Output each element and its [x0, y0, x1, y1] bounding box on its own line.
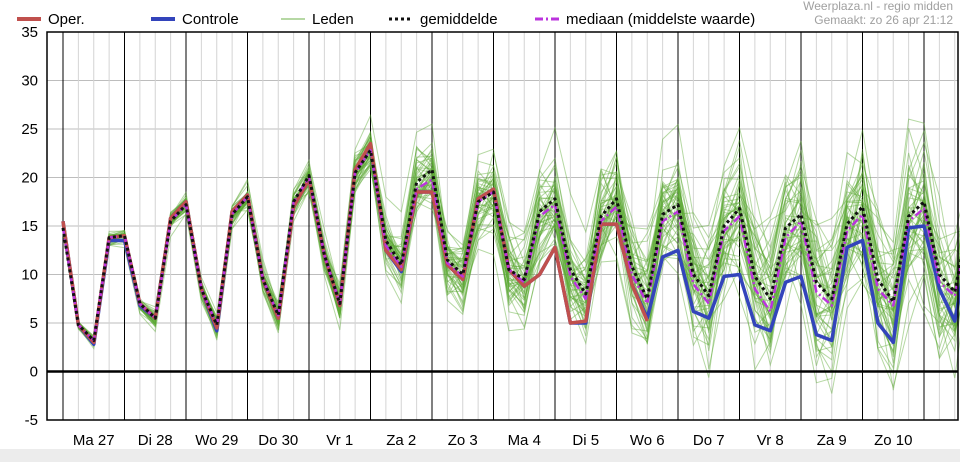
- chart-series: [61, 141, 960, 347]
- ensemble-members: [62, 113, 960, 394]
- member-line: [62, 168, 960, 367]
- x-tick-label: Za 9: [817, 432, 847, 449]
- x-tick-label: Wo 29: [195, 432, 238, 449]
- x-tick-label: Za 2: [386, 432, 416, 449]
- x-tick-label: Di 28: [138, 432, 173, 449]
- plot-area-border: [46, 31, 959, 421]
- y-tick-label: 15: [21, 218, 38, 235]
- y-tick-label: 30: [21, 73, 38, 90]
- x-tick-label: Vr 8: [757, 432, 784, 449]
- member-line: [62, 138, 960, 339]
- member-line: [62, 139, 960, 341]
- member-line: [62, 155, 960, 364]
- x-tick-label: Vr 1: [326, 432, 353, 449]
- credit-made: Gemaakt: zo 26 apr 21:12: [814, 13, 953, 27]
- y-tick-label: 20: [21, 170, 38, 187]
- series-line-gemiddelde: [61, 148, 960, 342]
- x-axis-ticks: Ma 27 Di 28 Wo 29 Do 30 Vr 1 Za 2 Zo 3 Ma 4 Di 5…: [73, 432, 913, 449]
- bottom-strip: [0, 449, 960, 462]
- legend: Oper. Controle Leden gemiddelde mediaan …: [17, 11, 755, 28]
- member-line: [62, 113, 960, 338]
- x-tick-label: Zo 10: [874, 432, 912, 449]
- legend-label-gemiddelde: gemiddelde: [420, 11, 498, 28]
- x-tick-label: Do 7: [693, 432, 725, 449]
- y-tick-label: 5: [30, 315, 38, 332]
- member-line: [62, 162, 960, 389]
- y-tick-label: 35: [21, 24, 38, 41]
- x-tick-label: Zo 3: [448, 432, 478, 449]
- member-line: [62, 144, 960, 349]
- x-tick-label: Di 5: [572, 432, 599, 449]
- y-tick-label: -5: [25, 412, 38, 429]
- x-tick-label: Wo 6: [630, 432, 665, 449]
- member-line: [62, 163, 960, 372]
- member-line: [62, 154, 960, 345]
- credit-site: Weerplaza.nl - regio midden: [803, 0, 953, 13]
- credit: Weerplaza.nl - regio midden Gemaakt: zo …: [803, 0, 953, 27]
- x-tick-label: Do 30: [258, 432, 298, 449]
- x-tick-label: Ma 27: [73, 432, 115, 449]
- y-tick-label: 25: [21, 121, 38, 138]
- y-axis-ticks: -5 0 5 10 15 20 25 30 35: [21, 24, 38, 429]
- legend-label-oper: Oper.: [48, 11, 85, 28]
- member-line: [62, 141, 960, 338]
- x-tick-label: Ma 4: [508, 432, 541, 449]
- chart-grid: [47, 31, 958, 421]
- member-line: [62, 133, 960, 346]
- member-line: [62, 130, 960, 348]
- member-line: [62, 151, 960, 342]
- legend-label-leden: Leden: [312, 11, 354, 28]
- member-line: [62, 132, 960, 343]
- legend-label-mediaan: mediaan (middelste waarde): [566, 11, 755, 28]
- y-tick-label: 10: [21, 267, 38, 284]
- legend-label-controle: Controle: [182, 11, 239, 28]
- y-tick-label: 0: [30, 364, 38, 381]
